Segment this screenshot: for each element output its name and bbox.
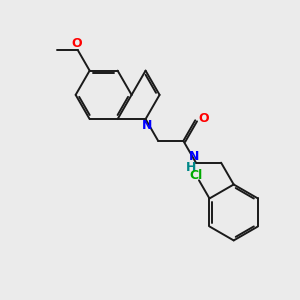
- Text: O: O: [198, 112, 209, 125]
- Text: H: H: [185, 160, 196, 174]
- Text: Cl: Cl: [189, 169, 203, 182]
- Text: N: N: [142, 119, 152, 132]
- Text: N: N: [189, 150, 200, 163]
- Text: O: O: [71, 37, 82, 50]
